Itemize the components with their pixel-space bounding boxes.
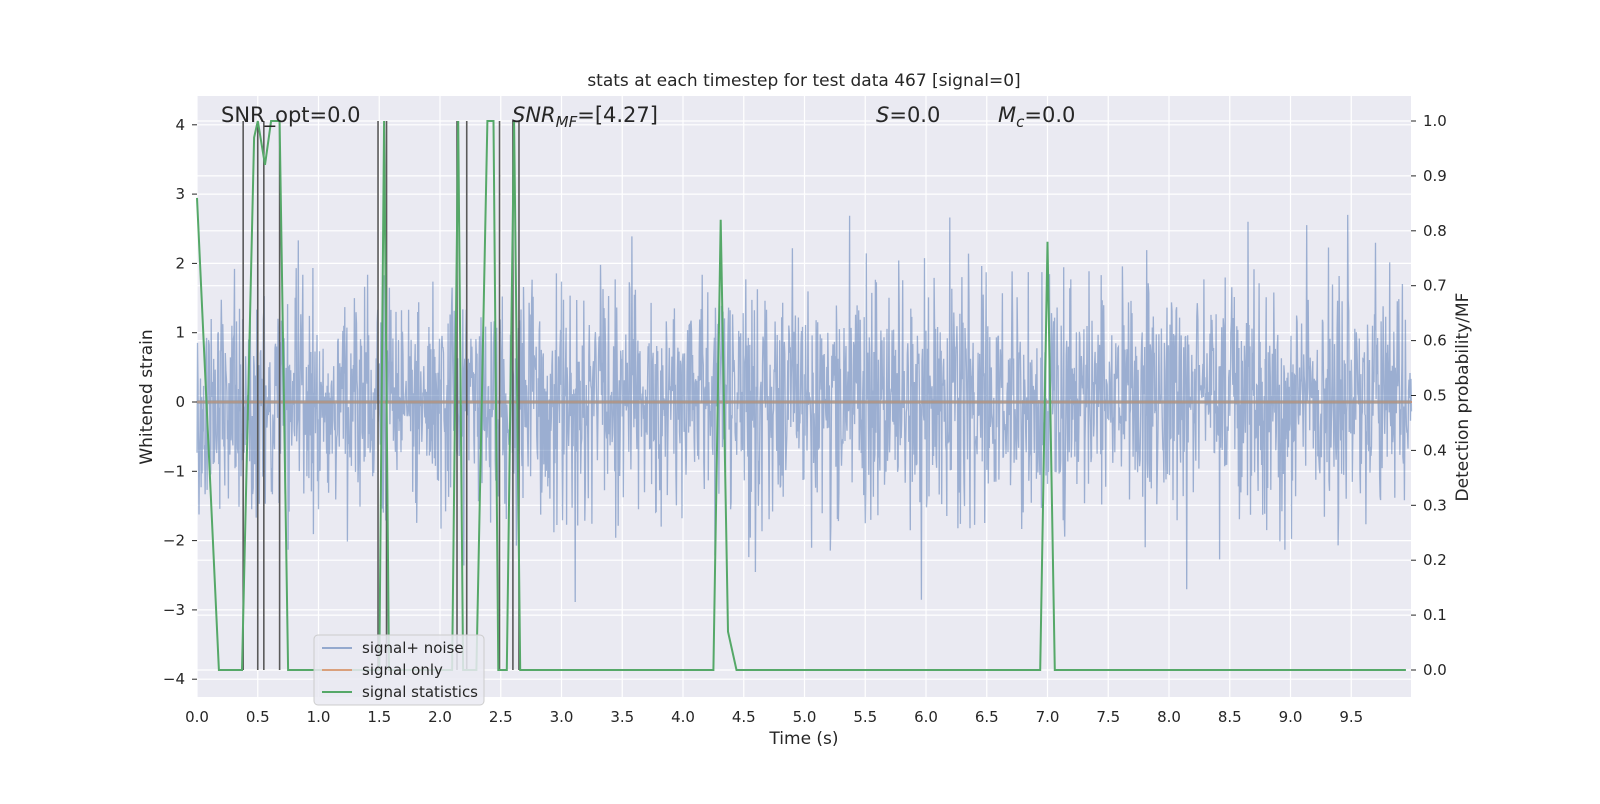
chart-title: stats at each timestep for test data 467… [587, 71, 1020, 91]
annotation-mc-value: =0.0 [1024, 103, 1075, 127]
y-left-tick-label: 0 [175, 393, 185, 411]
x-tick-label: 3.5 [610, 708, 634, 726]
legend-label-signal-only: signal only [362, 661, 443, 679]
y-right-tick-label: 0.1 [1423, 606, 1447, 624]
annotation-mc: Mc=0.0 [998, 103, 1075, 131]
y-left-tick-label: 3 [175, 185, 185, 203]
x-tick-label: 0.0 [185, 708, 209, 726]
x-tick-label: 7.0 [1036, 708, 1060, 726]
y-left-axis-ticks: 4 3 2 1 0 −1 −2 −3 −4 [163, 116, 197, 688]
y-left-axis-label: Whitened strain [137, 329, 157, 464]
x-tick-label: 4.0 [671, 708, 695, 726]
y-right-axis-label: Detection probability/MF [1453, 293, 1473, 502]
y-right-tick-label: 0.3 [1423, 496, 1447, 514]
y-right-tick-label: 0.2 [1423, 551, 1447, 569]
annotation-mc-main: M [998, 103, 1016, 127]
y-left-tick-label: −3 [163, 601, 185, 619]
y-left-tick-label: −4 [163, 670, 185, 688]
x-tick-label: 9.5 [1339, 708, 1363, 726]
y-right-tick-label: 0.4 [1423, 441, 1447, 459]
y-right-tick-label: 0.9 [1423, 167, 1447, 185]
annotation-snr-mf-value: =[4.27] [577, 103, 658, 127]
x-tick-label: 8.5 [1218, 708, 1242, 726]
annotation-snr-mf-main: SNR [512, 103, 556, 127]
x-axis-label: Time (s) [768, 729, 838, 749]
y-left-tick-label: 1 [175, 324, 185, 342]
annotation-s-main: S [876, 103, 889, 127]
x-tick-label: 6.0 [914, 708, 938, 726]
y-right-tick-label: 0.7 [1423, 277, 1447, 295]
y-right-tick-label: 1.0 [1423, 112, 1447, 130]
annotation-snr-mf: SNRMF=[4.27] [512, 103, 658, 131]
x-tick-label: 1.0 [307, 708, 331, 726]
annotation-s: S=0.0 [876, 103, 940, 127]
x-tick-label: 9.0 [1279, 708, 1303, 726]
y-left-tick-label: −2 [163, 532, 185, 550]
annotation-snr-opt: SNR_opt=0.0 [221, 103, 361, 128]
x-tick-label: 1.5 [367, 708, 391, 726]
x-tick-label: 4.5 [732, 708, 756, 726]
x-tick-label: 5.0 [793, 708, 817, 726]
legend: signal+ noise signal only signal statist… [314, 635, 484, 705]
x-tick-label: 2.5 [489, 708, 513, 726]
y-right-tick-label: 0.0 [1423, 661, 1447, 679]
annotation-s-value: =0.0 [889, 103, 940, 127]
annotation-snr-mf-sub: MF [556, 113, 578, 131]
x-axis-ticks: 0.0 0.5 1.0 1.5 2.0 2.5 3.0 3.5 4.0 4.5 5.0 5.5 6.0 6… [185, 708, 1363, 726]
y-right-axis-ticks: 1.0 0.9 0.8 0.7 0.6 0.5 0.4 0.3 0.2 0.1 0.0 [1411, 112, 1447, 679]
legend-label-statistics: signal statistics [362, 683, 478, 701]
x-tick-label: 6.5 [975, 708, 999, 726]
x-tick-label: 7.5 [1096, 708, 1120, 726]
y-right-tick-label: 0.5 [1423, 387, 1447, 405]
x-tick-label: 0.5 [246, 708, 270, 726]
x-tick-label: 2.0 [428, 708, 452, 726]
x-tick-label: 3.0 [550, 708, 574, 726]
y-left-tick-label: 2 [175, 254, 185, 272]
y-right-tick-label: 0.6 [1423, 332, 1447, 350]
y-right-tick-label: 0.8 [1423, 222, 1447, 240]
y-left-tick-label: −1 [163, 462, 185, 480]
x-tick-label: 8.0 [1157, 708, 1181, 726]
y-left-tick-label: 4 [175, 116, 185, 134]
legend-label-noise: signal+ noise [362, 639, 464, 657]
x-tick-label: 5.5 [853, 708, 877, 726]
